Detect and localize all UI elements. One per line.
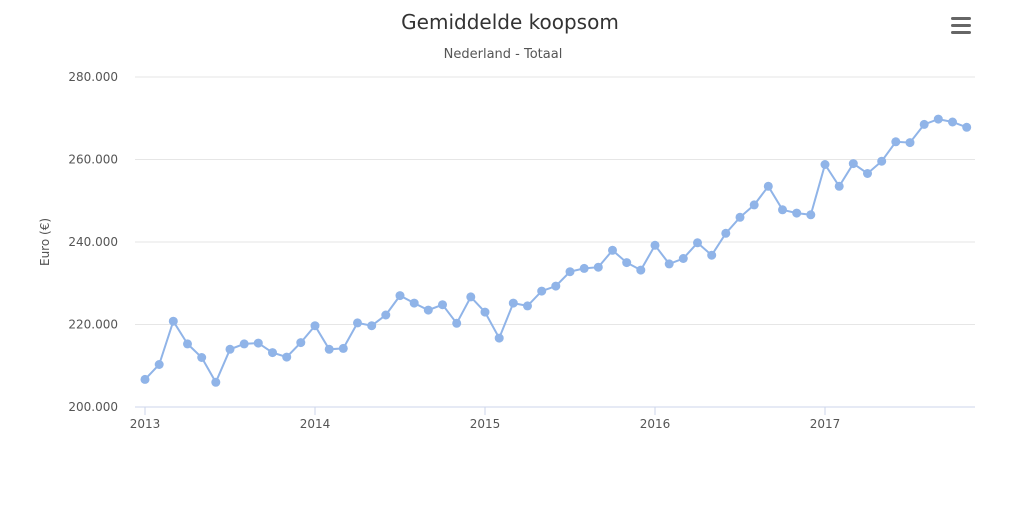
- chart-subtitle: Nederland - Totaal: [444, 47, 563, 62]
- data-point[interactable]: [820, 160, 830, 169]
- data-point[interactable]: [154, 360, 164, 369]
- x-axis-labels: 2013 2014 2015 2016 2017: [130, 417, 841, 431]
- data-point[interactable]: [452, 318, 462, 328]
- data-point[interactable]: [778, 205, 787, 215]
- data-point[interactable]: [140, 374, 150, 384]
- data-point[interactable]: [480, 307, 490, 317]
- data-point[interactable]: [551, 281, 561, 291]
- x-tick-label: 2014: [300, 417, 331, 431]
- data-point[interactable]: [211, 377, 221, 387]
- data-point[interactable]: [168, 316, 178, 326]
- series-group: [140, 114, 972, 387]
- y-tick-label: 220.000: [68, 318, 118, 332]
- x-tick-label: 2013: [130, 417, 161, 431]
- data-point[interactable]: [423, 305, 433, 315]
- data-point[interactable]: [721, 228, 731, 238]
- data-point[interactable]: [962, 122, 972, 132]
- data-point[interactable]: [310, 321, 320, 331]
- data-point[interactable]: [381, 310, 391, 320]
- data-point[interactable]: [707, 250, 717, 260]
- data-point[interactable]: [877, 156, 887, 166]
- data-point[interactable]: [933, 114, 943, 124]
- x-tick-label: 2016: [640, 417, 671, 431]
- data-point[interactable]: [650, 240, 660, 250]
- data-point[interactable]: [919, 119, 929, 129]
- y-tick-label: 280.000: [68, 70, 118, 84]
- data-point[interactable]: [948, 117, 957, 127]
- data-point[interactable]: [253, 338, 263, 348]
- data-point[interactable]: [523, 301, 532, 311]
- data-point[interactable]: [508, 298, 518, 308]
- data-point[interactable]: [367, 321, 377, 331]
- data-point[interactable]: [834, 181, 844, 191]
- data-point[interactable]: [579, 263, 589, 273]
- series-line: [144, 118, 968, 385]
- data-point[interactable]: [622, 258, 632, 268]
- data-point[interactable]: [636, 265, 646, 275]
- y-axis-title: Euro (€): [38, 218, 52, 266]
- y-axis-labels: 200.000 220.000 240.000 260.000 280.000: [68, 70, 118, 414]
- data-point[interactable]: [664, 259, 674, 269]
- data-point[interactable]: [296, 338, 306, 348]
- data-point[interactable]: [735, 212, 745, 222]
- data-point[interactable]: [197, 353, 207, 362]
- data-point[interactable]: [693, 238, 702, 248]
- data-point[interactable]: [239, 339, 249, 349]
- data-point[interactable]: [183, 339, 192, 349]
- data-point[interactable]: [565, 267, 575, 277]
- data-point[interactable]: [338, 343, 348, 353]
- data-point[interactable]: [282, 352, 292, 362]
- data-point[interactable]: [353, 318, 362, 328]
- data-point[interactable]: [608, 245, 617, 255]
- data-point[interactable]: [537, 286, 547, 296]
- gridlines: [135, 76, 975, 325]
- data-point[interactable]: [268, 348, 277, 358]
- data-point[interactable]: [438, 300, 447, 310]
- data-point[interactable]: [466, 292, 476, 302]
- data-point[interactable]: [409, 298, 419, 308]
- data-point[interactable]: [678, 254, 688, 263]
- data-point[interactable]: [848, 159, 858, 169]
- y-tick-label: 240.000: [68, 235, 118, 249]
- hamburger-menu-icon: [951, 17, 971, 34]
- x-tick-label: 2015: [470, 417, 501, 431]
- data-point[interactable]: [806, 210, 816, 220]
- data-point[interactable]: [792, 208, 802, 218]
- data-point[interactable]: [763, 181, 773, 191]
- data-point[interactable]: [494, 333, 504, 343]
- data-point[interactable]: [891, 137, 901, 147]
- data-point[interactable]: [749, 200, 759, 210]
- data-point[interactable]: [324, 344, 334, 354]
- chart-menu-button[interactable]: [945, 12, 977, 40]
- x-axis-ticks: [144, 407, 826, 415]
- data-point[interactable]: [593, 262, 603, 272]
- data-point[interactable]: [225, 344, 235, 354]
- data-point[interactable]: [395, 291, 405, 301]
- x-tick-label: 2017: [810, 417, 841, 431]
- y-tick-label: 260.000: [68, 153, 118, 167]
- chart-title: Gemiddelde koopsom: [401, 10, 619, 34]
- data-point[interactable]: [863, 169, 872, 178]
- data-point[interactable]: [905, 138, 915, 148]
- y-tick-label: 200.000: [68, 400, 118, 414]
